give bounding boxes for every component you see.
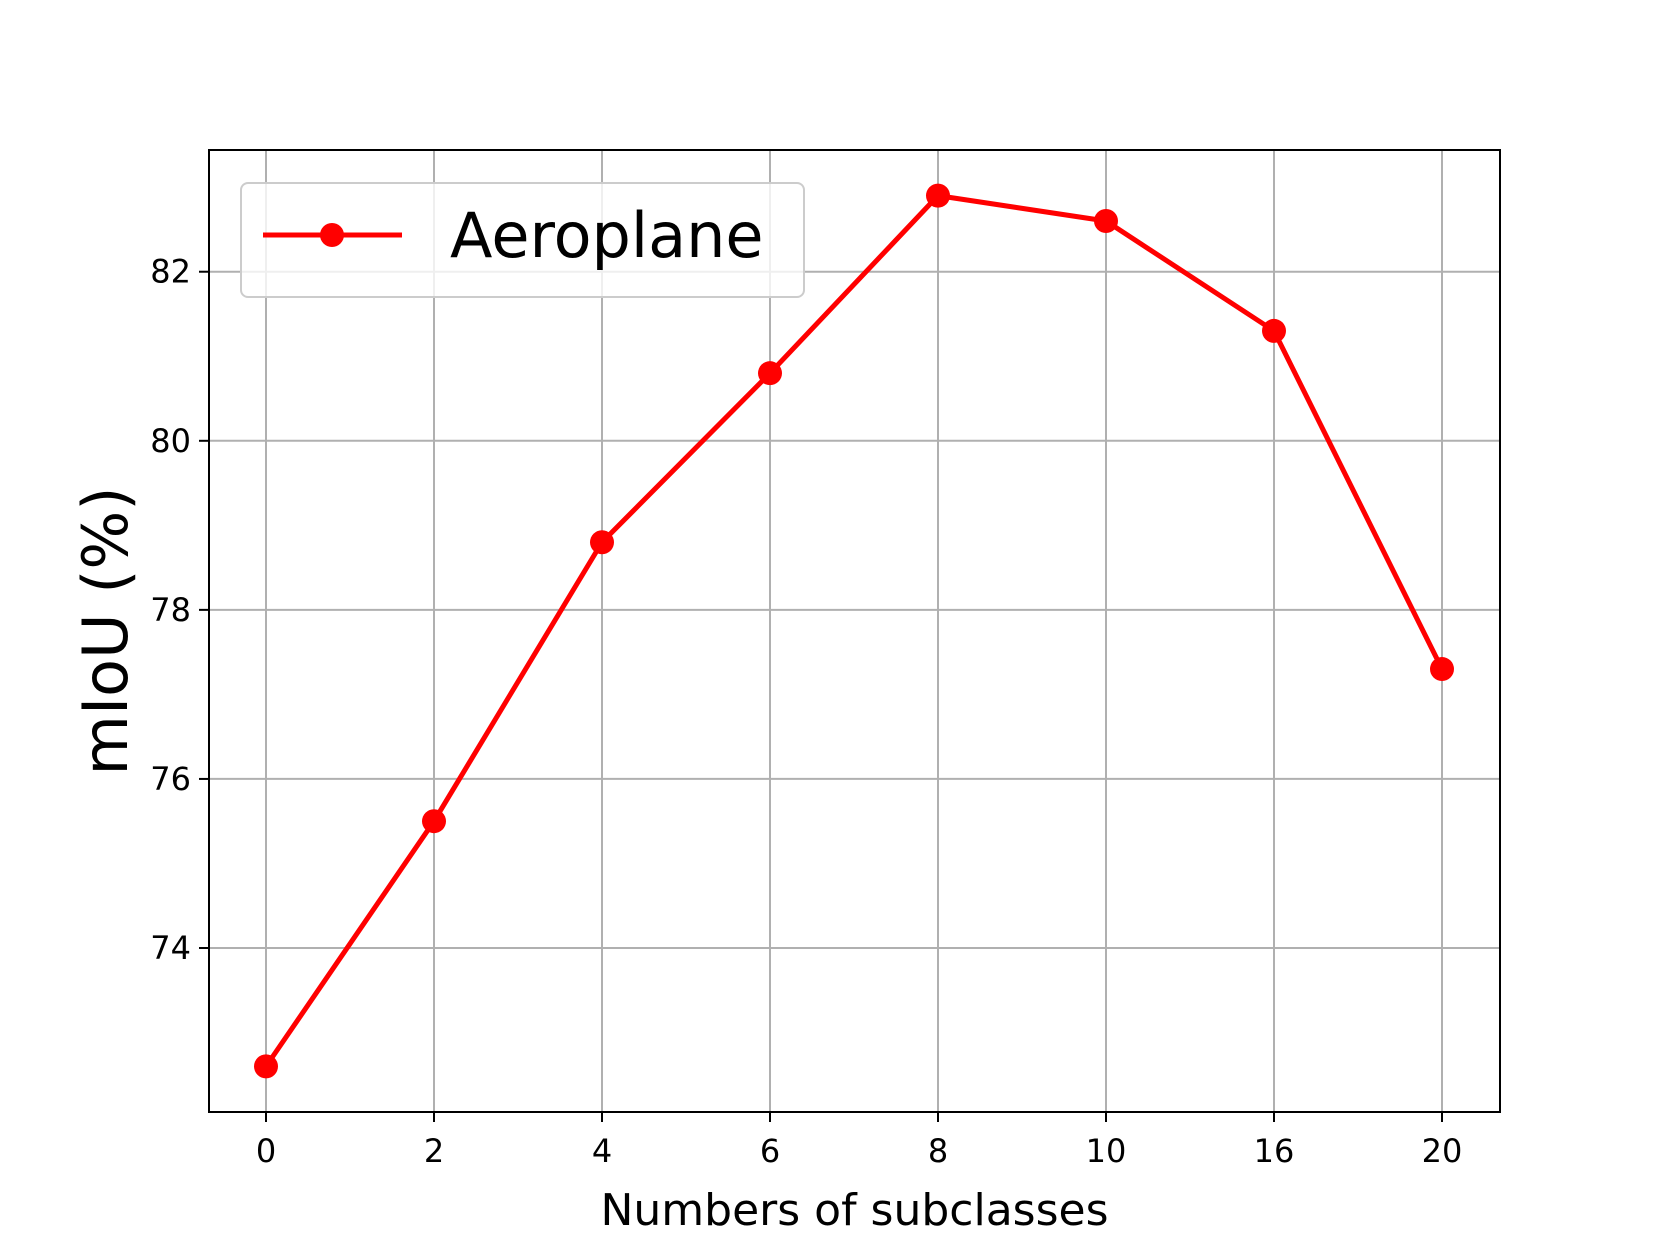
data-point-aeroplane [1262, 318, 1286, 343]
data-point-aeroplane [926, 183, 950, 208]
plot-frame [208, 149, 1501, 1113]
legend-label-aeroplane: Aeroplane [450, 199, 764, 272]
x-tick-label: 4 [592, 1132, 612, 1170]
legend-box [240, 182, 805, 298]
y-tick-label: 76 [150, 760, 191, 798]
x-tick-label: 20 [1422, 1132, 1463, 1170]
y-tick-label: 80 [150, 422, 191, 460]
x-axis-ticks: 0 2 4 6 8 10 16 20 [256, 1112, 1463, 1170]
x-tick-label: 10 [1086, 1132, 1127, 1170]
data-point-aeroplane [1094, 209, 1118, 234]
y-tick-label: 74 [150, 929, 191, 967]
y-axis-title: mIoU (%) [69, 487, 142, 776]
y-tick-label: 82 [150, 253, 191, 291]
x-tick-label: 2 [424, 1132, 444, 1170]
legend: Aeroplane [240, 182, 805, 298]
data-point-aeroplane [590, 530, 614, 555]
x-tick-label: 0 [256, 1132, 276, 1170]
legend-marker-swatch [320, 223, 344, 247]
x-tick-label: 8 [928, 1132, 948, 1170]
x-tick-label: 6 [760, 1132, 780, 1170]
data-point-aeroplane [254, 1054, 278, 1079]
y-tick-label: 78 [150, 591, 191, 629]
grid [209, 150, 1500, 1112]
data-point-aeroplane [758, 361, 782, 386]
y-axis-ticks: 74 76 78 80 82 [150, 253, 209, 967]
data-point-aeroplane [1430, 657, 1454, 682]
series-layer [254, 183, 1454, 1079]
data-point-aeroplane [422, 809, 446, 834]
x-tick-label: 16 [1254, 1132, 1295, 1170]
series-line-aeroplane [263, 193, 1445, 1068]
x-axis-title: Numbers of subclasses [600, 1185, 1108, 1236]
